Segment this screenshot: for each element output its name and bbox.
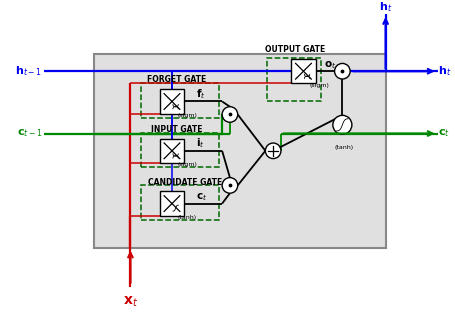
Text: $\mathbf{h}_{t-1}$: $\mathbf{h}_{t-1}$ xyxy=(15,64,42,78)
Circle shape xyxy=(222,178,238,193)
Text: $\mathbf{h}_t$: $\mathbf{h}_t$ xyxy=(379,0,392,14)
Circle shape xyxy=(222,107,238,122)
Text: $\mathbf{h}_t$: $\mathbf{h}_t$ xyxy=(438,64,452,78)
Text: OUTPUT GATE: OUTPUT GATE xyxy=(265,45,325,54)
Text: $\mathbf{x}_t$: $\mathbf{x}_t$ xyxy=(123,295,138,309)
Circle shape xyxy=(333,115,352,134)
Text: $\mathbf{c}_{t-1}$: $\mathbf{c}_{t-1}$ xyxy=(17,128,42,139)
Circle shape xyxy=(265,143,281,159)
Text: CANDIDATE GATE: CANDIDATE GATE xyxy=(148,178,222,186)
Circle shape xyxy=(334,64,350,79)
Text: $\mathbf{c}_t$: $\mathbf{c}_t$ xyxy=(438,128,450,139)
Bar xyxy=(94,54,386,248)
Text: $\mathbf{f}_t$: $\mathbf{f}_t$ xyxy=(196,87,206,101)
Bar xyxy=(291,59,316,83)
Text: $\mathbf{i}_t$: $\mathbf{i}_t$ xyxy=(196,137,205,150)
Text: (sigm): (sigm) xyxy=(309,83,329,88)
Text: (tanh): (tanh) xyxy=(178,215,197,220)
Bar xyxy=(141,185,219,220)
Text: $\mathbf{o}_t$: $\mathbf{o}_t$ xyxy=(324,59,337,71)
Bar xyxy=(141,133,219,167)
Text: INPUT GATE: INPUT GATE xyxy=(151,125,202,134)
Bar xyxy=(267,58,321,101)
Text: (sigm): (sigm) xyxy=(177,113,197,118)
Bar xyxy=(160,191,184,216)
Text: $\mathbf{c}_t$: $\mathbf{c}_t$ xyxy=(196,191,207,203)
Text: (sigm): (sigm) xyxy=(177,162,197,167)
Bar xyxy=(141,83,219,118)
Bar xyxy=(160,139,184,163)
Text: FORGET GATE: FORGET GATE xyxy=(147,76,206,84)
Bar xyxy=(160,89,184,114)
Text: (tanh): (tanh) xyxy=(334,145,354,150)
